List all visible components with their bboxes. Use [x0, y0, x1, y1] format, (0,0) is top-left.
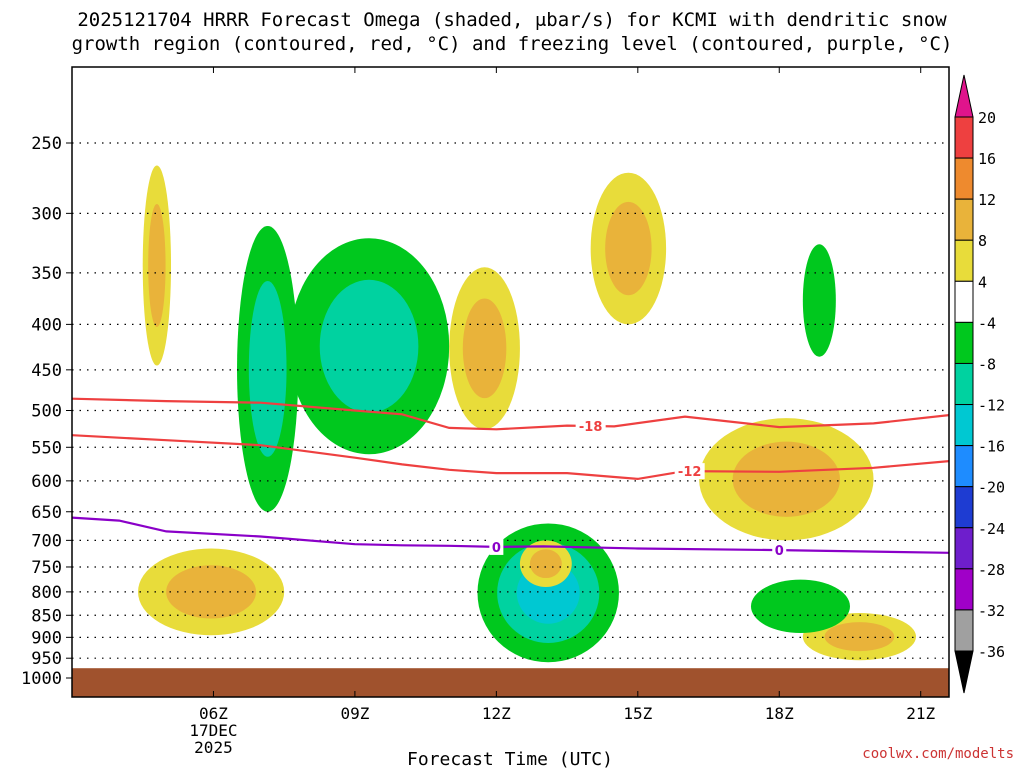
- x-tick-label-15Z-0: 15Z: [623, 704, 652, 723]
- pressure-axis: 2503003504004505005506006507007508008509…: [21, 134, 72, 689]
- ground-surface: [72, 668, 949, 697]
- contour-dendritic-top: [72, 397, 949, 431]
- y-tick-label-1000: 1000: [21, 669, 62, 689]
- omega-region-upward-motion-14z-upper-level-1: [605, 201, 652, 296]
- omega-region-downward-motion-07z-level-1: [248, 280, 287, 457]
- x-tick-label-09Z-0: 09Z: [340, 704, 369, 723]
- x-tick-label-12Z-0: 12Z: [482, 704, 511, 723]
- colorbar-label--32: -32: [978, 602, 1005, 620]
- colorbar-label-20: 20: [978, 109, 996, 127]
- colorbar-label--8: -8: [978, 355, 996, 373]
- colorbar-label--24: -24: [978, 520, 1005, 538]
- chart-title-line-2: growth region (contoured, red, °C) and f…: [71, 33, 953, 55]
- colorbar-band--4-to-4: [954, 280, 974, 323]
- source-credit: coolwx.com/modelts: [862, 746, 1014, 762]
- colorbar-label--36: -36: [978, 643, 1005, 661]
- x-tick-label-21Z-0: 21Z: [906, 704, 935, 723]
- contour-label-dendritic-top-0: -18: [579, 420, 603, 435]
- colorbar-label--12: -12: [978, 397, 1005, 415]
- y-tick-label-750: 750: [31, 558, 62, 578]
- y-tick-label-300: 300: [31, 204, 62, 224]
- contour-freezing-level: [72, 516, 949, 554]
- colorbar-band--20-to--16: [954, 445, 974, 488]
- contour-label-bg-2: [489, 538, 504, 555]
- y-tick-label-350: 350: [31, 264, 62, 284]
- omega-colorbar: 20 16 12 8 4 -4 -8 -12 -16 -20 -24 -28 -32 -36: [954, 74, 1005, 694]
- colorbar-label-8: 8: [978, 232, 987, 250]
- y-tick-label-900: 900: [31, 628, 62, 648]
- y-tick-label-800: 800: [31, 583, 62, 603]
- omega-region-upward-motion-13z-mid-level-1: [529, 549, 562, 579]
- y-tick-label-650: 650: [31, 503, 62, 523]
- omega-region-upward-motion-20z-low-level-1: [824, 622, 895, 652]
- colorbar-band--32-to--28: [954, 568, 974, 611]
- colorbar-band--28-to--24: [954, 527, 974, 570]
- colorbar-band-8-to-12: [954, 198, 974, 241]
- contour-label-dendritic-bottom-1: -12: [678, 465, 702, 480]
- colorbar-band--8-to--4: [954, 321, 974, 364]
- contour-label-freezing-level-2: 0: [492, 541, 501, 556]
- colorbar-label--4: -4: [978, 314, 996, 332]
- omega-region-upward-motion-early-upper-level-1: [148, 203, 166, 328]
- omega-region-upward-motion-18z-mid-level-1: [732, 441, 841, 517]
- colorbar-bottom-arrow: [954, 650, 974, 694]
- x-tick-label-06Z-2: 2025: [194, 738, 233, 757]
- colorbar-band-12-to-16: [954, 157, 974, 200]
- omega-region-downward-motion-10z-level-1: [319, 279, 419, 413]
- colorbar-band--12-to--8: [954, 362, 974, 406]
- x-axis-label: Forecast Time (UTC): [407, 749, 613, 768]
- colorbar-band--24-to--20: [954, 486, 974, 529]
- contour-label-bg-3: [772, 542, 787, 559]
- y-tick-label-400: 400: [31, 315, 62, 335]
- ground-layer: [72, 668, 949, 697]
- omega-region-downward-motion-19z-upper-level-0: [802, 244, 836, 357]
- plot-frame: [71, 66, 950, 698]
- contour-label-freezing-level-3: 0: [775, 544, 784, 559]
- colorbar-label-12: 12: [978, 191, 996, 209]
- y-tick-label-450: 450: [31, 361, 62, 381]
- omega-shading: [138, 165, 916, 663]
- contour-label-bg-1: [674, 463, 705, 480]
- x-tick-label-18Z-0: 18Z: [765, 704, 794, 723]
- colorbar-label--16: -16: [978, 438, 1005, 456]
- colorbar-band--36-to--32: [954, 609, 974, 652]
- contour-dendritic-bottom: [72, 434, 949, 481]
- colorbar-top-arrow: [954, 74, 974, 118]
- y-tick-label-850: 850: [31, 606, 62, 626]
- chart-title-line-1: 2025121704 HRRR Forecast Omega (shaded, …: [77, 9, 947, 31]
- colorbar-band-16-to-20: [954, 116, 974, 159]
- y-tick-label-550: 550: [31, 438, 62, 458]
- colorbar-label--28: -28: [978, 561, 1005, 579]
- y-tick-label-700: 700: [31, 531, 62, 551]
- contour-label-bg-0: [575, 418, 606, 435]
- colorbar-label-16: 16: [978, 150, 996, 168]
- colorbar-label-4: 4: [978, 273, 987, 291]
- y-tick-label-600: 600: [31, 472, 62, 492]
- y-tick-label-250: 250: [31, 134, 62, 154]
- omega-region-upward-motion-11z-level-1: [462, 298, 507, 399]
- y-tick-label-500: 500: [31, 402, 62, 422]
- colorbar-band--16-to--12: [954, 404, 974, 447]
- omega-region-downward-motion-18z-low-level-0: [750, 579, 850, 634]
- colorbar-label--20: -20: [978, 479, 1005, 497]
- x-tick-label-06Z-1: 17DEC: [189, 721, 237, 740]
- x-tick-label-06Z-0: 06Z: [199, 704, 228, 723]
- omega-region-upward-motion-06z-low-level-1: [166, 565, 257, 619]
- y-tick-label-950: 950: [31, 649, 62, 669]
- contour-lines: -18 -12 0 0: [72, 397, 949, 559]
- colorbar-band-4-to-8: [954, 239, 974, 282]
